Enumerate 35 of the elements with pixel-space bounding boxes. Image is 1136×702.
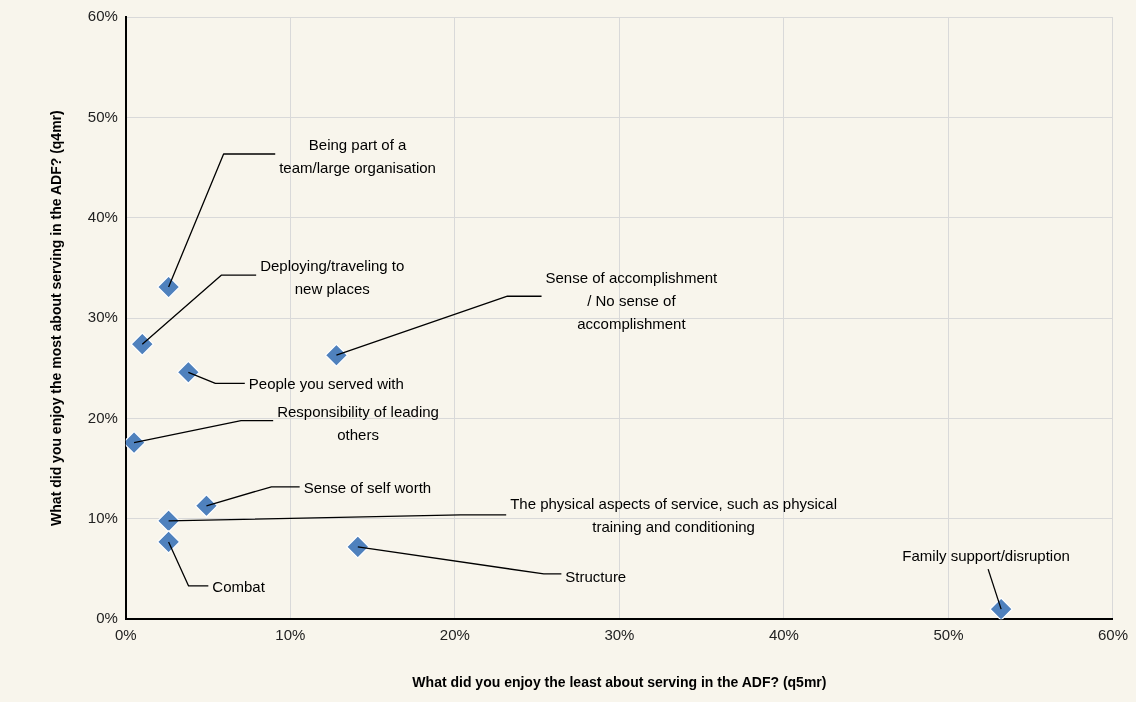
x-tick-label: 0% bbox=[114, 626, 137, 644]
y-axis-title: What did you enjoy the most about serving in the ADF? (q4mr) bbox=[48, 110, 65, 526]
annotation: Structure bbox=[565, 567, 627, 585]
y-tick-label: 20% bbox=[87, 408, 118, 426]
y-tick-label: 10% bbox=[87, 508, 118, 526]
point bbox=[130, 332, 154, 356]
x-tick-label: 30% bbox=[604, 626, 635, 644]
annotation: Combat bbox=[212, 577, 265, 595]
point bbox=[157, 530, 181, 554]
y-tick-label: 60% bbox=[87, 7, 118, 25]
annotation: Being part of a team/large organisation bbox=[279, 135, 436, 176]
point bbox=[176, 360, 200, 384]
x-tick-label: 40% bbox=[768, 626, 799, 644]
point bbox=[324, 343, 349, 367]
annotation: Deploying/traveling to new places bbox=[260, 257, 405, 298]
annotation: The physical aspects of service, such as physical training and conditioning bbox=[510, 494, 837, 535]
point bbox=[194, 494, 219, 518]
point bbox=[346, 535, 370, 559]
annotation: Responsibility of leading others bbox=[277, 402, 439, 443]
annotation: Family support/disruption bbox=[902, 546, 1070, 564]
x-tick-label: 10% bbox=[275, 626, 306, 644]
y-tick-label: 40% bbox=[87, 207, 118, 225]
point bbox=[157, 275, 181, 299]
annotation: People you served with bbox=[248, 374, 404, 392]
annotation: Sense of self worth bbox=[303, 478, 432, 496]
x-axis-title: What did you enjoy the least about serving in the ADF? (q5mr) bbox=[412, 674, 827, 691]
y-tick-label: 0% bbox=[96, 609, 118, 627]
point bbox=[157, 509, 181, 533]
point bbox=[989, 597, 1013, 620]
y-tick-label: 50% bbox=[87, 107, 118, 125]
x-tick-label: 60% bbox=[1097, 626, 1128, 644]
x-tick-label: 20% bbox=[439, 626, 470, 644]
y-tick-label: 30% bbox=[87, 308, 118, 326]
x-tick-label: 50% bbox=[933, 626, 964, 644]
annotation: Sense of accomplishment / No sense of accomplishment bbox=[545, 268, 718, 332]
